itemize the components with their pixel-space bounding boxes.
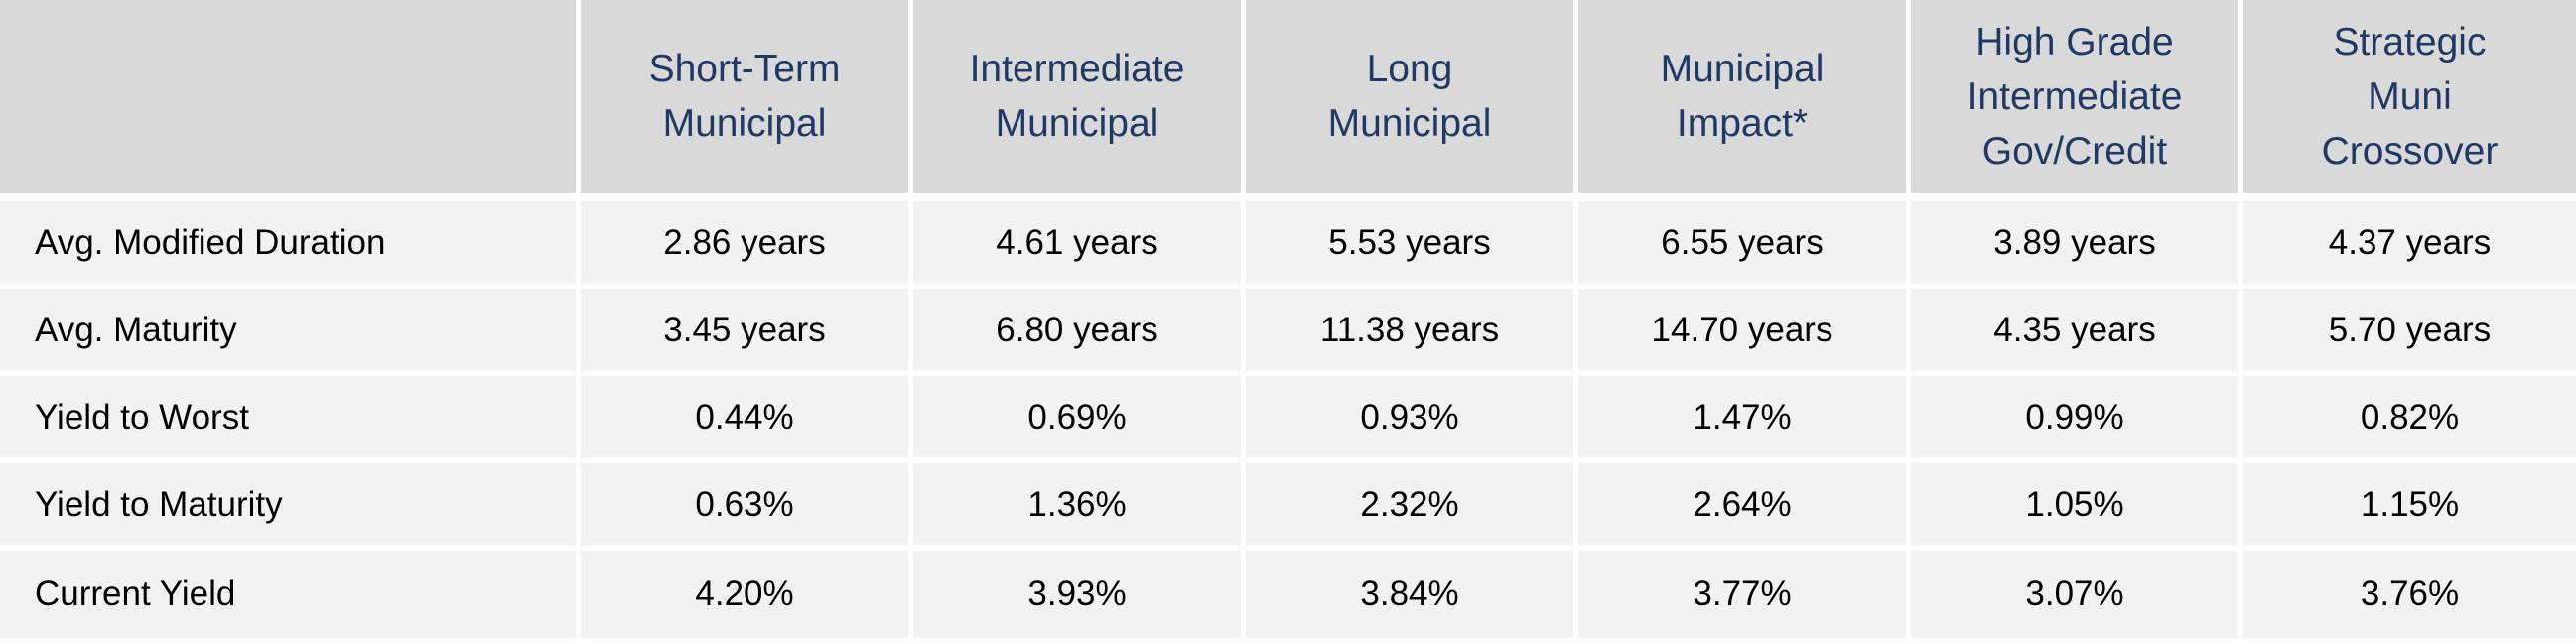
table-cell: 3.45 years [581, 289, 913, 376]
column-header-strategic-muni-crossover: Strategic Muni Crossover [2243, 0, 2576, 201]
row-label: Current Yield [0, 551, 581, 638]
row-label: Yield to Maturity [0, 463, 581, 551]
table-row-current-yield: Current Yield 4.20% 3.93% 3.84% 3.77% 3.… [0, 551, 2576, 638]
column-header-short-term-municipal: Short-Term Municipal [581, 0, 913, 201]
table-cell: 1.36% [913, 463, 1246, 551]
table-cell: 1.05% [1911, 463, 2243, 551]
table-cell: 1.47% [1578, 376, 1911, 463]
header-corner-cell [0, 0, 581, 201]
table-cell: 4.37 years [2243, 201, 2576, 289]
column-header-label: Long Municipal [1327, 48, 1492, 145]
table-cell: 3.77% [1578, 551, 1911, 638]
column-header-label: Short-Term Municipal [648, 48, 841, 145]
column-header-label: High Grade Intermediate Gov/Credit [1966, 20, 2183, 173]
table-row-yield-to-maturity: Yield to Maturity 0.63% 1.36% 2.32% 2.64… [0, 463, 2576, 551]
column-header-label: Intermediate Municipal [969, 48, 1185, 145]
table-cell: 2.32% [1246, 463, 1578, 551]
table-cell: 3.84% [1246, 551, 1578, 638]
table-cell: 0.99% [1911, 376, 2243, 463]
table-cell: 0.93% [1246, 376, 1578, 463]
column-header-long-municipal: Long Municipal [1246, 0, 1578, 201]
table-cell: 5.70 years [2243, 289, 2576, 376]
table-row-avg-modified-duration: Avg. Modified Duration 2.86 years 4.61 y… [0, 201, 2576, 289]
table-cell: 4.20% [581, 551, 913, 638]
row-label: Avg. Modified Duration [0, 201, 581, 289]
table-row-avg-maturity: Avg. Maturity 3.45 years 6.80 years 11.3… [0, 289, 2576, 376]
table-cell: 3.89 years [1911, 201, 2243, 289]
column-header-intermediate-municipal: Intermediate Municipal [913, 0, 1246, 201]
table-cell: 3.07% [1911, 551, 2243, 638]
table-cell: 0.69% [913, 376, 1246, 463]
table-cell: 2.86 years [581, 201, 913, 289]
table-cell: 2.64% [1578, 463, 1911, 551]
header-row: Short-Term Municipal Intermediate Munici… [0, 0, 2576, 201]
column-header-municipal-impact: Municipal Impact* [1578, 0, 1911, 201]
table-cell: 6.55 years [1578, 201, 1911, 289]
row-label: Yield to Worst [0, 376, 581, 463]
table-cell: 5.53 years [1246, 201, 1578, 289]
table-cell: 14.70 years [1578, 289, 1911, 376]
table-cell: 11.38 years [1246, 289, 1578, 376]
column-header-label: Municipal Impact* [1660, 48, 1825, 145]
row-label: Avg. Maturity [0, 289, 581, 376]
table-cell: 0.63% [581, 463, 913, 551]
table-cell: 6.80 years [913, 289, 1246, 376]
table-cell: 0.44% [581, 376, 913, 463]
table-cell: 3.76% [2243, 551, 2576, 638]
table-cell: 1.15% [2243, 463, 2576, 551]
table-cell: 3.93% [913, 551, 1246, 638]
table-row-yield-to-worst: Yield to Worst 0.44% 0.69% 0.93% 1.47% 0… [0, 376, 2576, 463]
column-header-high-grade-intermediate: High Grade Intermediate Gov/Credit [1911, 0, 2243, 201]
column-header-label: Strategic Muni Crossover [2321, 20, 2499, 173]
table-cell: 4.61 years [913, 201, 1246, 289]
table-cell: 0.82% [2243, 376, 2576, 463]
table-cell: 4.35 years [1911, 289, 2243, 376]
